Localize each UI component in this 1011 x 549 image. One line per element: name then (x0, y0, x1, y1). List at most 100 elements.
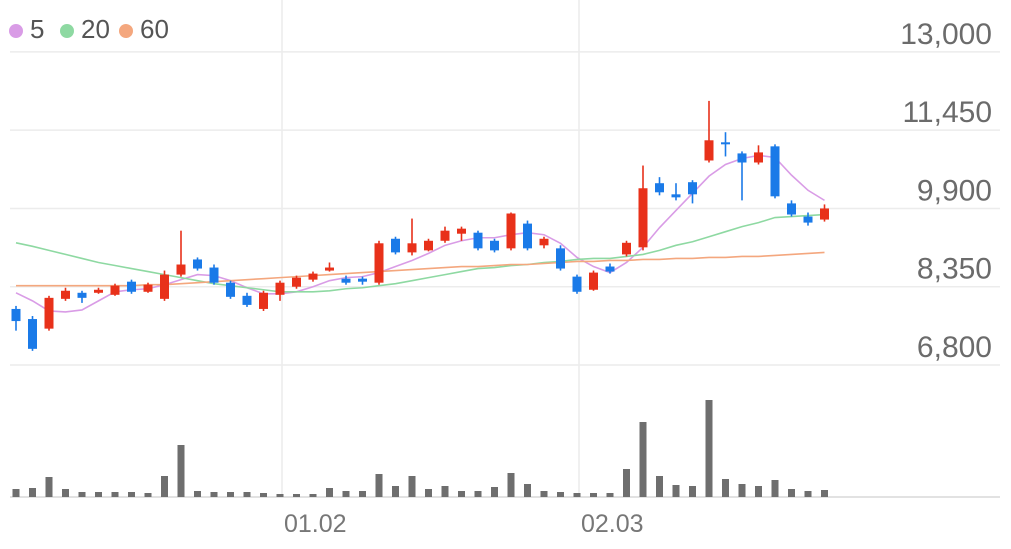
candle-body (226, 282, 235, 297)
y-tick-label: 11,450 (902, 96, 992, 129)
volume-bar (507, 473, 515, 497)
candle-body (737, 153, 747, 163)
candle-body (671, 194, 681, 198)
volume-bar (606, 493, 614, 497)
volume-bar (524, 484, 531, 497)
volume-bar (78, 492, 86, 497)
candle-body (457, 228, 466, 234)
candle-body (655, 183, 664, 193)
candle-body (176, 264, 186, 275)
candle-body (160, 274, 169, 299)
volume-bar (441, 486, 449, 497)
volume-bar (821, 490, 828, 497)
y-tick-label: 13,000 (900, 18, 992, 51)
legend-marker (119, 24, 133, 38)
candle-body (523, 223, 532, 249)
candle-body (209, 267, 219, 283)
volume-bar (689, 486, 696, 497)
volume-bar (722, 479, 729, 497)
volume-bar (573, 493, 581, 497)
candle-body (407, 243, 417, 253)
candle-body (721, 142, 730, 145)
candle-body (259, 292, 268, 309)
volume-bar (392, 486, 399, 497)
candle-body (638, 188, 648, 248)
volume-bar (243, 492, 251, 497)
candle-body (28, 319, 37, 349)
volume-bar (755, 486, 762, 497)
candle-body (341, 278, 351, 283)
volume-bar (771, 480, 779, 497)
volume-bar (491, 487, 498, 497)
x-tick-label: 01.02 (284, 510, 347, 538)
candle-body (44, 297, 54, 329)
volume-bar (788, 489, 795, 497)
volume-bar (672, 485, 680, 497)
candle-body (572, 276, 582, 292)
volume-bar (458, 491, 465, 497)
candle-body (242, 295, 252, 305)
volume-bar (95, 492, 102, 497)
candle-body (787, 203, 796, 215)
volume-bar (177, 445, 185, 497)
candle-body (803, 216, 813, 223)
volume-bar (260, 493, 267, 497)
candle-body (391, 238, 400, 253)
candle-body (61, 290, 70, 299)
volume-bar (705, 400, 713, 497)
candle-body (622, 242, 631, 255)
volume-bar (128, 492, 135, 497)
volume-bar (144, 493, 152, 497)
volume-bar (342, 491, 350, 497)
volume-bar (194, 491, 201, 497)
candle-body (424, 240, 433, 251)
y-tick-label: 6,800 (917, 331, 992, 364)
candle-body (358, 278, 367, 282)
candle-body (688, 182, 697, 195)
candle-body (539, 238, 549, 246)
candle-body (605, 266, 615, 272)
legend-marker (60, 24, 74, 38)
volume-bar (540, 491, 548, 497)
candle-body (308, 273, 318, 280)
candle-body (820, 208, 829, 220)
candle-body (325, 267, 334, 271)
volume-bar (425, 489, 432, 497)
volume-bar (326, 488, 333, 497)
volume-bar (12, 489, 20, 497)
volume-bar (29, 488, 36, 497)
volume-bar (375, 474, 383, 497)
candle-body (77, 292, 87, 298)
candle-body (275, 282, 285, 295)
candle-body (440, 230, 450, 241)
volume-bar (293, 494, 300, 497)
candle-body (374, 243, 384, 283)
candle-body (110, 285, 120, 295)
ma-line (15, 154, 825, 313)
volume-bar (656, 476, 663, 497)
volume-bar (227, 492, 234, 497)
volume-bar (111, 492, 119, 497)
candle-body (704, 140, 714, 161)
candle-body (473, 232, 483, 249)
ma-line (16, 251, 825, 287)
volume-bar (738, 484, 746, 497)
volume-bar (590, 493, 597, 497)
candle-body (770, 146, 780, 197)
y-tick-label: 9,900 (917, 174, 992, 207)
candle-body (506, 213, 516, 249)
volume-bar (309, 494, 317, 497)
legend-label: 20 (81, 14, 110, 44)
volume-bar (161, 476, 168, 497)
candle-body (94, 289, 103, 293)
candle-body (556, 248, 565, 269)
volume-bar (557, 492, 564, 497)
legend-marker (9, 24, 23, 38)
volume-bar (623, 469, 630, 497)
legend-label: 5 (30, 14, 44, 44)
legend-label: 60 (140, 14, 169, 44)
volume-bar (276, 494, 284, 497)
candle-body (143, 284, 153, 292)
